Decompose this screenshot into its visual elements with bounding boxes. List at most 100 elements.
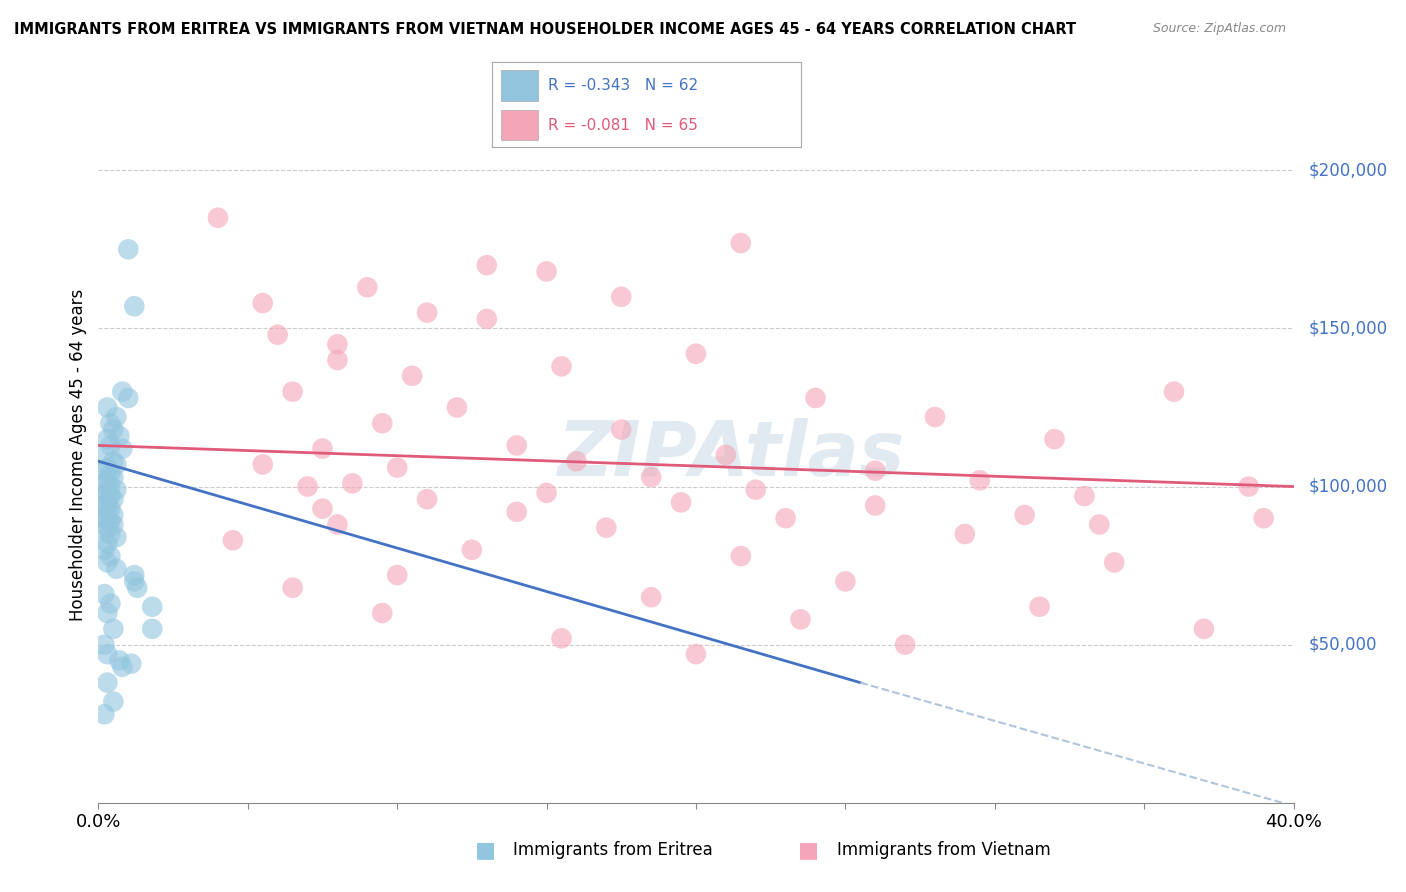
Point: [1014, 508, 1036, 522]
Point: [834, 574, 856, 589]
Point: [98, 489, 122, 503]
Point: [894, 638, 917, 652]
Point: [96, 675, 118, 690]
Point: [565, 454, 588, 468]
Point: [103, 517, 125, 532]
Point: [93, 587, 115, 601]
Point: [804, 391, 827, 405]
Point: [93, 448, 115, 462]
Point: [93, 638, 115, 652]
Point: [105, 530, 128, 544]
Point: [475, 312, 498, 326]
Point: [326, 517, 349, 532]
Point: [1088, 517, 1111, 532]
Text: IMMIGRANTS FROM ERITREA VS IMMIGRANTS FROM VIETNAM HOUSEHOLDER INCOME AGES 45 - : IMMIGRANTS FROM ERITREA VS IMMIGRANTS FR…: [14, 22, 1076, 37]
Point: [506, 505, 529, 519]
Text: ■: ■: [799, 840, 818, 860]
Point: [1028, 599, 1050, 614]
FancyBboxPatch shape: [502, 110, 538, 140]
Point: [98, 597, 122, 611]
Point: [595, 521, 617, 535]
Point: [252, 296, 274, 310]
Point: [730, 235, 752, 250]
Text: Source: ZipAtlas.com: Source: ZipAtlas.com: [1153, 22, 1286, 36]
Point: [103, 492, 125, 507]
Point: [297, 479, 319, 493]
Point: [326, 337, 349, 351]
Point: [610, 423, 633, 437]
Point: [475, 258, 498, 272]
Point: [685, 347, 707, 361]
Point: [98, 514, 122, 528]
Point: [281, 581, 304, 595]
Point: [103, 454, 125, 468]
Point: [342, 476, 364, 491]
Point: [416, 492, 439, 507]
Point: [96, 460, 118, 475]
Point: [96, 536, 118, 550]
Point: [416, 305, 439, 319]
Point: [969, 473, 991, 487]
Point: [640, 591, 662, 605]
Point: [536, 486, 558, 500]
Text: $150,000: $150,000: [1309, 319, 1388, 337]
Point: [98, 417, 122, 431]
Point: [96, 432, 118, 446]
Point: [924, 409, 946, 424]
Text: ZIPAtlas: ZIPAtlas: [558, 418, 905, 491]
Text: $50,000: $50,000: [1309, 636, 1376, 654]
Point: [550, 359, 572, 374]
Point: [96, 401, 118, 415]
Point: [93, 524, 115, 538]
Text: $100,000: $100,000: [1309, 477, 1388, 496]
Point: [96, 473, 118, 487]
Point: [127, 581, 149, 595]
Point: [96, 606, 118, 620]
Point: [111, 442, 134, 456]
Point: [1073, 489, 1095, 503]
Point: [865, 464, 887, 478]
Point: [222, 533, 245, 548]
Point: [1043, 432, 1066, 446]
Point: [120, 657, 142, 671]
Text: ■: ■: [475, 840, 495, 860]
Point: [105, 458, 128, 472]
Point: [117, 391, 139, 405]
Text: $200,000: $200,000: [1309, 161, 1388, 179]
Point: [141, 622, 163, 636]
Point: [326, 353, 349, 368]
Point: [953, 527, 976, 541]
Text: R = -0.343   N = 62: R = -0.343 N = 62: [548, 78, 697, 93]
Point: [1253, 511, 1275, 525]
Point: [96, 505, 118, 519]
Point: [111, 660, 134, 674]
Point: [446, 401, 468, 415]
FancyBboxPatch shape: [502, 70, 538, 101]
Point: [401, 368, 423, 383]
Point: [103, 695, 125, 709]
Point: [98, 438, 122, 452]
Point: [93, 707, 115, 722]
Point: [108, 429, 131, 443]
Y-axis label: Householder Income Ages 45 - 64 years: Householder Income Ages 45 - 64 years: [69, 289, 87, 621]
Point: [207, 211, 229, 225]
Point: [640, 470, 662, 484]
Point: [105, 409, 128, 424]
Point: [111, 384, 134, 399]
Point: [865, 499, 887, 513]
Point: [98, 501, 122, 516]
Point: [371, 417, 394, 431]
Point: [685, 647, 707, 661]
Point: [98, 527, 122, 541]
Text: R = -0.081   N = 65: R = -0.081 N = 65: [548, 118, 697, 133]
Point: [124, 574, 146, 589]
Point: [96, 513, 118, 527]
Point: [141, 599, 163, 614]
Point: [93, 542, 115, 557]
Point: [311, 501, 333, 516]
Point: [789, 612, 811, 626]
Point: [311, 442, 333, 456]
Text: Immigrants from Eritrea: Immigrants from Eritrea: [513, 841, 713, 859]
Point: [775, 511, 797, 525]
Point: [1192, 622, 1215, 636]
